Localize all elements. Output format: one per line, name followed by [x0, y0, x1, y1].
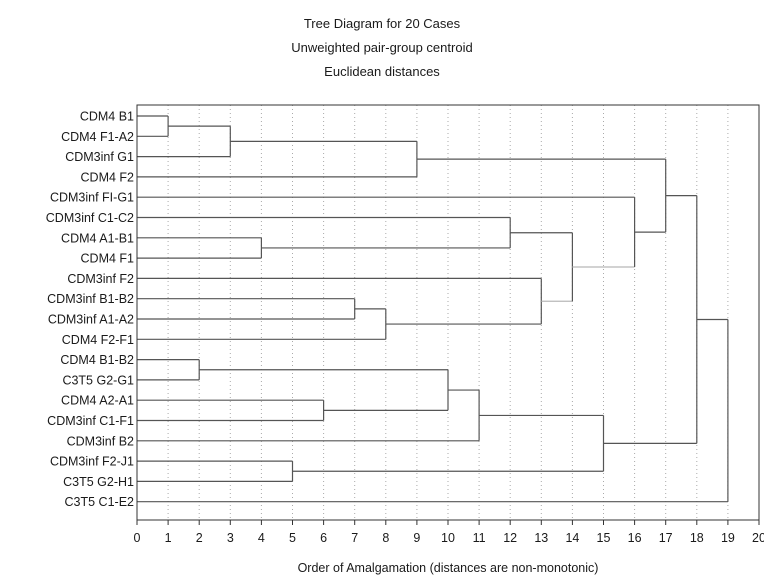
x-tick-label-6: 6 — [320, 531, 327, 545]
x-tick-label-9: 9 — [413, 531, 420, 545]
leaf-label: CDM3inf G1 — [65, 150, 134, 164]
x-tick-label-18: 18 — [690, 531, 704, 545]
chart-title: Tree Diagram for 20 Cases — [304, 16, 461, 31]
leaf-label: C3T5 C1-E2 — [65, 495, 135, 509]
x-tick-label-7: 7 — [351, 531, 358, 545]
merge-m15 — [292, 414, 605, 472]
x-tick-label-15: 15 — [597, 531, 611, 545]
x-axis: 0 1 2 3 4 5 6 7 8 9 10 11 12 13 14 15 16 17 18 19 20 — [134, 520, 764, 545]
grid-lines — [167, 105, 729, 520]
leaf-label: C3T5 G2-G1 — [62, 373, 134, 387]
leaf-label: CDM3inf B2 — [67, 434, 134, 448]
merge-m13 — [137, 277, 542, 325]
leaf-label: CDM3inf B1-B2 — [47, 292, 134, 306]
dendrogram-links — [137, 115, 729, 503]
merge-m4 — [137, 237, 262, 259]
chart-titles: Tree Diagram for 20 Cases Unweighted pai… — [291, 16, 472, 79]
x-tick-label-10: 10 — [441, 531, 455, 545]
merge-m11 — [137, 389, 480, 442]
leaf-label: CDM4 B1-B2 — [60, 353, 134, 367]
leaf-label: CDM4 F1 — [81, 252, 135, 266]
chart-subtitle-method: Unweighted pair-group centroid — [291, 40, 472, 55]
merge-m5 — [137, 460, 294, 482]
merge-m9 — [137, 140, 418, 178]
leaf-label: CDM4 A2-A1 — [61, 394, 134, 408]
leaf-label: CDM4 F2-F1 — [62, 333, 134, 347]
merge-m1 — [137, 115, 169, 137]
merge-m3 — [137, 125, 231, 158]
merge-m16 — [137, 196, 636, 268]
leaf-label: CDM4 A1-B1 — [61, 231, 134, 245]
chart-subtitle-distance: Euclidean distances — [324, 64, 440, 79]
x-tick-label-1: 1 — [165, 531, 172, 545]
x-tick-label-4: 4 — [258, 531, 265, 545]
x-tick-label-5: 5 — [289, 531, 296, 545]
x-axis-title: Order of Amalgamation (distances are non… — [298, 561, 599, 575]
leaf-label: CDM3inf F2 — [67, 272, 134, 286]
merge-m7 — [137, 298, 356, 320]
leaf-label: CDM3inf F2-J1 — [50, 455, 134, 469]
merge-m12 — [137, 216, 511, 249]
leaf-label: CDM4 B1 — [80, 110, 134, 124]
x-tick-label-19: 19 — [721, 531, 735, 545]
x-tick-label-17: 17 — [659, 531, 673, 545]
merge-m18 — [603, 195, 698, 444]
merge-m19 — [137, 318, 729, 503]
x-tick-label-14: 14 — [565, 531, 579, 545]
leaf-label: CDM3inf A1-A2 — [48, 313, 134, 327]
x-tick-label-2: 2 — [196, 531, 203, 545]
x-tick-label-8: 8 — [382, 531, 389, 545]
x-tick-label-13: 13 — [534, 531, 548, 545]
x-tick-label-12: 12 — [503, 531, 517, 545]
leaf-label: CDM3inf C1-C2 — [46, 211, 134, 225]
x-tick-label-3: 3 — [227, 531, 234, 545]
x-tick-label-11: 11 — [473, 531, 486, 545]
x-tick-label-16: 16 — [628, 531, 642, 545]
leaf-label: C3T5 G2-H1 — [63, 475, 134, 489]
leaf-labels: CDM4 B1 CDM4 F1-A2 CDM3inf G1 CDM4 F2 CDM3in… — [46, 110, 134, 510]
x-tick-label-20: 20 — [752, 531, 764, 545]
x-tick-label-0: 0 — [134, 531, 141, 545]
leaf-label: CDM3inf C1-F1 — [47, 414, 134, 428]
leaf-label: CDM4 F1-A2 — [61, 130, 134, 144]
leaf-label: CDM4 F2 — [81, 170, 135, 184]
leaf-label: CDM3inf FI-G1 — [50, 191, 134, 205]
